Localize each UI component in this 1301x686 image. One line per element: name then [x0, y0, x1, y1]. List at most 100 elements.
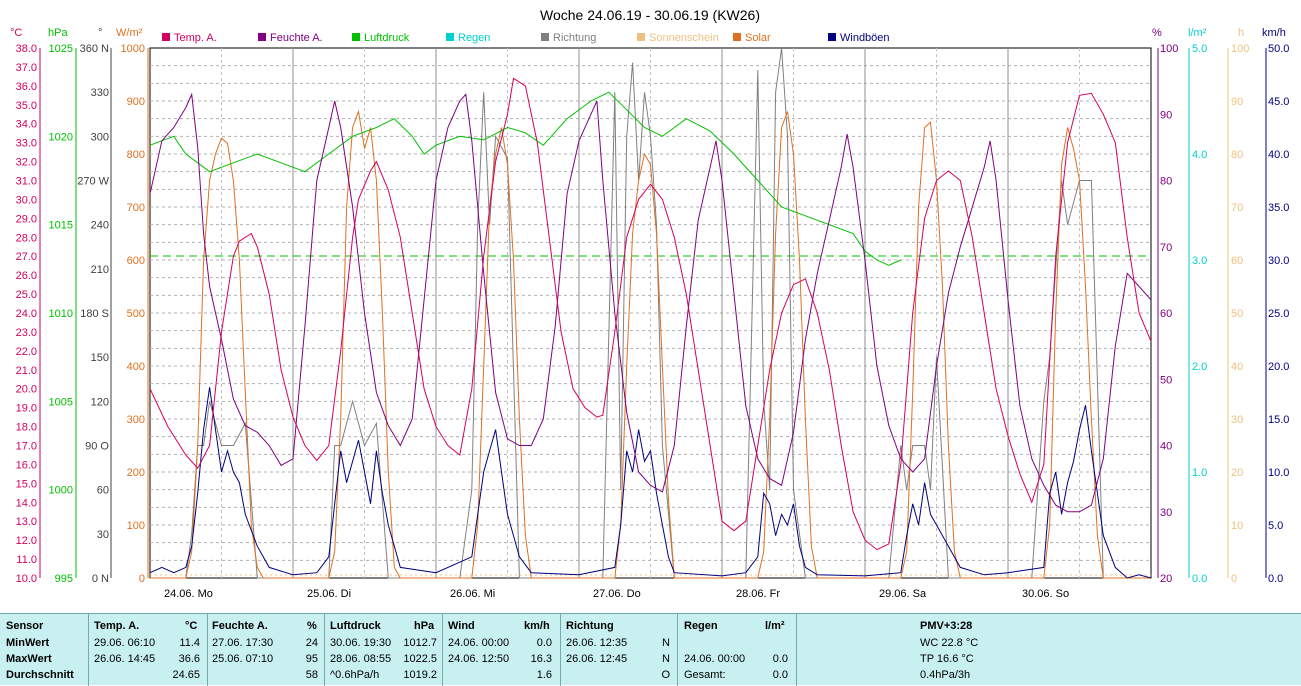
- sunshine-tick-label: 70: [1231, 202, 1243, 214]
- direction-tick-label: 210: [91, 264, 109, 276]
- legend-label: Richtung: [553, 32, 596, 44]
- legend-label: Regen: [458, 32, 490, 44]
- humidity-max-value: 95: [305, 653, 318, 665]
- temp-min-time: 29.06. 06:10: [94, 637, 156, 649]
- rain-tick-label: 5.0: [1192, 43, 1207, 55]
- x-tick-label: 29.06. Sa: [879, 588, 927, 600]
- temp-tick-label: 37.0: [16, 62, 37, 74]
- humidity-tick-label: 60: [1160, 308, 1172, 320]
- direction-tick-label: 300: [91, 131, 109, 143]
- temp-unit: °C: [185, 620, 198, 632]
- x-tick-label: 30.06. So: [1022, 588, 1069, 600]
- temp-tick-label: 12.0: [16, 535, 37, 547]
- wind-tick-label: 15.0: [1268, 414, 1289, 426]
- direction-max-time: 26.06. 12:45: [566, 653, 628, 665]
- sunshine-tick-label: 30: [1231, 414, 1243, 426]
- humidity-tick-label: 40: [1160, 441, 1172, 453]
- pressure-tick-label: 1020: [49, 131, 73, 143]
- rain-tick-label: 2.0: [1192, 361, 1207, 373]
- rain-tick-label: 0.0: [1192, 573, 1207, 585]
- row-label-max: MaxWert: [6, 653, 52, 665]
- x-tick-label: 27.06. Do: [593, 588, 641, 600]
- pressure-tick-label: 995: [55, 573, 73, 585]
- legend-swatch: [541, 33, 549, 41]
- direction-tick-label: 30: [97, 529, 109, 541]
- temp-min-value: 11.4: [179, 637, 200, 649]
- direction-min-value: N: [662, 637, 670, 649]
- rain-header: Regen: [684, 620, 718, 632]
- direction-tick-label: 360 N: [80, 43, 109, 55]
- wind-series: [149, 387, 1152, 579]
- temperature-series: [149, 77, 1152, 551]
- solar-tick-label: 600: [127, 255, 145, 267]
- solar-tick-label: 200: [127, 467, 145, 479]
- temp-tick-label: 23.0: [16, 327, 37, 339]
- sunshine-tick-label: 50: [1231, 308, 1243, 320]
- humidity-axis-unit: %: [1152, 27, 1162, 39]
- temp-tick-label: 18.0: [16, 422, 37, 434]
- direction-tick-label: 180 S: [80, 308, 109, 320]
- temp-tick-label: 15.0: [16, 478, 37, 490]
- weather-chart: Woche 24.06.19 - 30.06.19 (KW26) 24.06. M…: [10, 7, 1289, 600]
- solar-tick-label: 0: [139, 573, 145, 585]
- sunshine-tick-label: 10: [1231, 520, 1243, 532]
- temp-tick-label: 14.0: [16, 497, 37, 509]
- temp-tick-label: 24.0: [16, 308, 37, 320]
- temp-tick-label: 10.0: [16, 573, 37, 585]
- temp-tick-label: 11.0: [16, 554, 37, 566]
- humidity-min-value: 24: [305, 637, 318, 649]
- temp-tick-label: 34.0: [16, 119, 37, 131]
- pressure-max-time: 28.06. 08:55: [330, 653, 392, 665]
- sunshine-tick-label: 90: [1231, 96, 1243, 108]
- sensor-header: Sensor: [6, 620, 44, 632]
- legend-swatch: [828, 33, 836, 41]
- temp-tick-label: 26.0: [16, 270, 37, 282]
- wind-min-time: 24.06. 00:00: [448, 637, 510, 649]
- temp-tick-label: 32.0: [16, 157, 37, 169]
- row-label-avg: Durchschnitt: [6, 669, 74, 681]
- direction-tick-label: 120: [91, 396, 109, 408]
- temp-tick-label: 21.0: [16, 365, 37, 377]
- temp-tick-label: 30.0: [16, 194, 37, 206]
- sunshine-tick-label: 80: [1231, 149, 1243, 161]
- wind-tick-label: 30.0: [1268, 255, 1289, 267]
- direction-avg-value: O: [661, 669, 670, 681]
- direction-min-time: 26.06. 12:35: [566, 637, 628, 649]
- temp-tick-label: 16.0: [16, 459, 37, 471]
- humidity-header: Feuchte A.: [212, 620, 268, 632]
- direction-tick-label: 150: [91, 352, 109, 364]
- direction-max-value: N: [662, 653, 670, 665]
- solar-tick-label: 300: [127, 414, 145, 426]
- pressure-max-value: 1022.5: [403, 653, 437, 665]
- pressure-tick-label: 1015: [49, 220, 73, 232]
- temp-tick-label: 31.0: [16, 176, 37, 188]
- humidity-tick-label: 20: [1160, 573, 1172, 585]
- temp-tick-label: 35.0: [16, 100, 37, 112]
- legend-label: Luftdruck: [364, 32, 410, 44]
- direction-tick-label: 240: [91, 220, 109, 232]
- solar-tick-label: 400: [127, 361, 145, 373]
- humidity-tick-label: 100: [1160, 43, 1178, 55]
- wind-min-value: 0.0: [536, 637, 552, 649]
- solar-axis-unit: W/m²: [116, 27, 143, 39]
- temp-header: Temp. A.: [94, 620, 140, 632]
- temp-tick-label: 33.0: [16, 138, 37, 150]
- wind-unit: km/h: [524, 620, 550, 632]
- temp-max-time: 26.06. 14:45: [94, 653, 156, 665]
- wind-tick-label: 20.0: [1268, 361, 1289, 373]
- humidity-tick-label: 80: [1160, 176, 1172, 188]
- solar-tick-label: 100: [127, 520, 145, 532]
- humidity-avg-value: 58: [305, 669, 318, 681]
- solar-tick-label: 1000: [121, 43, 145, 55]
- legend-swatch: [446, 33, 454, 41]
- sunshine-tick-label: 20: [1231, 467, 1243, 479]
- humidity-min-time: 27.06. 17:30: [212, 637, 274, 649]
- direction-tick-label: 90 O: [85, 441, 109, 453]
- wind-tick-label: 0.0: [1268, 573, 1283, 585]
- humidity-max-time: 25.06. 07:10: [212, 653, 274, 665]
- direction-series: [150, 47, 1151, 579]
- humidity-series: [149, 92, 1152, 513]
- legend-swatch: [733, 33, 741, 41]
- humidity-tick-label: 30: [1160, 507, 1172, 519]
- legend-label: Sonnenschein: [649, 32, 719, 44]
